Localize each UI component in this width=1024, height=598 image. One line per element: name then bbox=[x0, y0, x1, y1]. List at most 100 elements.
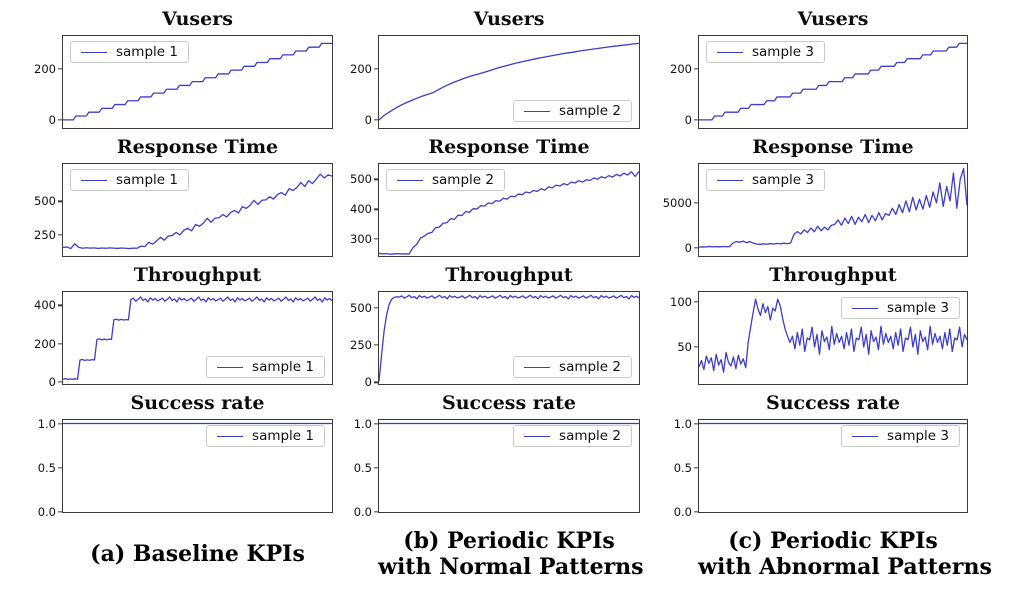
y-tick-label: 0 bbox=[364, 375, 372, 390]
y-tick-mark bbox=[57, 68, 62, 70]
caption-line: (a) Baseline KPIs bbox=[90, 541, 305, 568]
y-tick-label: 0 bbox=[48, 112, 56, 127]
chart-abnormal-success-rate: Success rate sample 3 1.0 0.5 0.0 bbox=[673, 392, 1024, 520]
line-series bbox=[699, 420, 967, 512]
y-tick-label: 50 bbox=[677, 340, 692, 355]
y-tick-mark bbox=[373, 466, 378, 469]
line-series bbox=[379, 292, 639, 384]
y-tick-label: 1.0 bbox=[353, 416, 372, 431]
chart-abnormal-throughput: Throughput sample 3 100 50 bbox=[670, 264, 1024, 392]
kpi-line bbox=[699, 169, 967, 248]
chart-title: Success rate bbox=[130, 392, 265, 414]
legend: sample 2 bbox=[513, 425, 632, 447]
plot-area: sample 3 100 50 bbox=[670, 291, 968, 385]
y-tick-mark bbox=[57, 304, 62, 307]
y-tick-label: 0.0 bbox=[37, 504, 56, 519]
y-tick-mark bbox=[373, 510, 378, 513]
line-series bbox=[63, 36, 332, 128]
chart-baseline-success-rate: Success rate sample 1 1.0 0.5 0.0 bbox=[0, 392, 345, 520]
y-tick-label: 0 bbox=[364, 112, 372, 127]
legend-line-swatch bbox=[852, 435, 879, 437]
y-tick-label: 100 bbox=[670, 294, 692, 309]
y-tick-label: 300 bbox=[350, 232, 372, 247]
chart-baseline-response-time: Response Time sample 1 500 250 bbox=[0, 136, 345, 264]
legend-line-swatch bbox=[217, 435, 244, 437]
y-tick-mark bbox=[373, 68, 378, 70]
caption-baseline: (a) Baseline KPIs bbox=[62, 520, 333, 590]
y-tick-label: 250 bbox=[350, 337, 372, 352]
y-tick-label: 0.5 bbox=[37, 460, 56, 475]
y-tick-label: 0.5 bbox=[353, 460, 372, 475]
y-tick-mark bbox=[373, 178, 378, 181]
legend-label: sample 2 bbox=[559, 103, 621, 119]
caption-row: (a) Baseline KPIs (b) Periodic KPIs with… bbox=[0, 520, 1024, 590]
y-tick-label: 200 bbox=[34, 336, 56, 351]
line-series bbox=[63, 420, 332, 512]
y-tick-label: 200 bbox=[350, 61, 372, 76]
caption-line: (b) Periodic KPIs bbox=[403, 528, 615, 555]
caption-line: with Normal Patterns bbox=[378, 554, 644, 580]
y-tick-label: 0.5 bbox=[673, 460, 692, 475]
line-series bbox=[63, 164, 332, 256]
y-tick-mark bbox=[693, 346, 698, 348]
legend-label: sample 3 bbox=[887, 300, 949, 316]
y-tick-mark bbox=[693, 68, 698, 70]
plot-area: sample 1 200 0 bbox=[34, 35, 333, 129]
y-tick-mark bbox=[693, 119, 698, 121]
y-tick-mark bbox=[693, 510, 698, 513]
chart-normal-vusers: Vusers sample 2 200 0 bbox=[345, 8, 675, 136]
legend: sample 3 bbox=[841, 425, 960, 447]
line-series bbox=[379, 420, 639, 512]
legend-label: sample 3 bbox=[752, 172, 814, 188]
y-tick-label: 500 bbox=[34, 194, 56, 209]
y-tick-mark bbox=[373, 344, 378, 346]
line-series bbox=[63, 292, 332, 384]
y-tick-label: 400 bbox=[34, 298, 56, 313]
y-tick-mark bbox=[57, 119, 62, 121]
chart-title: Throughput bbox=[445, 264, 573, 286]
legend-line-swatch bbox=[717, 179, 743, 181]
legend-line-swatch bbox=[524, 110, 551, 112]
chart-title: Throughput bbox=[769, 264, 897, 286]
chart-normal-throughput: Throughput sample 2 500 250 0 bbox=[345, 264, 675, 392]
chart-abnormal-response-time: Response Time sample 3 5000 0 bbox=[663, 136, 1024, 264]
chart-title: Vusers bbox=[797, 8, 869, 30]
kpi-line bbox=[379, 295, 639, 381]
plot-area: sample 1 1.0 0.5 0.0 bbox=[38, 417, 333, 519]
plot-area: sample 2 500 250 0 bbox=[350, 291, 640, 389]
chart-title: Vusers bbox=[162, 8, 233, 30]
line-series bbox=[699, 164, 967, 256]
caption-normal: (b) Periodic KPIs with Normal Patterns bbox=[378, 520, 644, 590]
chart-title: Response Time bbox=[752, 136, 914, 158]
plot-area: sample 2 500 400 300 bbox=[350, 163, 640, 257]
legend-label: sample 2 bbox=[559, 359, 621, 375]
plot-area: sample 1 500 250 bbox=[34, 163, 333, 257]
y-tick-label: 500 bbox=[350, 172, 372, 187]
y-tick-mark bbox=[57, 466, 62, 469]
y-tick-label: 1.0 bbox=[673, 416, 692, 431]
y-tick-label: 0.0 bbox=[673, 504, 692, 519]
y-tick-mark bbox=[693, 301, 698, 303]
kpi-line bbox=[63, 297, 332, 379]
legend: sample 3 bbox=[706, 169, 825, 191]
plot-area: sample 2 1.0 0.5 0.0 bbox=[354, 417, 640, 519]
kpi-line bbox=[379, 171, 639, 254]
y-tick-label: 400 bbox=[350, 202, 372, 217]
caption-line: (c) Periodic KPIs bbox=[728, 528, 938, 555]
legend: sample 2 bbox=[513, 100, 632, 122]
chart-title: Success rate bbox=[766, 392, 900, 414]
y-tick-label: 500 bbox=[350, 300, 372, 315]
plot-area: sample 3 5000 0 bbox=[663, 163, 968, 257]
y-tick-mark bbox=[57, 381, 62, 383]
legend-line-swatch bbox=[717, 51, 743, 53]
y-tick-mark bbox=[57, 200, 62, 202]
legend-line-swatch bbox=[852, 307, 879, 309]
chart-grid: Vusers sample 1 200 0 Vusers sample 2 200… bbox=[0, 8, 1024, 520]
y-tick-mark bbox=[373, 208, 378, 210]
kpi-line bbox=[699, 299, 967, 372]
y-tick-label: 250 bbox=[34, 228, 56, 243]
legend: sample 1 bbox=[206, 356, 325, 378]
y-tick-label: 0 bbox=[684, 240, 692, 255]
legend-line-swatch bbox=[397, 179, 423, 181]
